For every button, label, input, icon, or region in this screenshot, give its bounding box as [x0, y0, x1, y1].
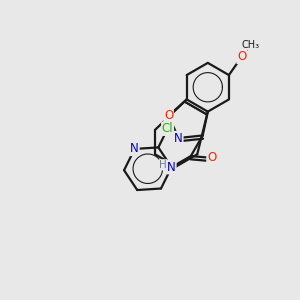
Text: N: N	[130, 142, 139, 155]
Text: O: O	[207, 152, 216, 164]
Text: O: O	[164, 109, 173, 122]
Text: CH₃: CH₃	[241, 40, 259, 50]
Text: H: H	[159, 160, 167, 170]
Text: O: O	[237, 50, 246, 63]
Text: Cl: Cl	[162, 122, 173, 135]
Text: N: N	[167, 161, 176, 174]
Text: N: N	[174, 131, 183, 145]
